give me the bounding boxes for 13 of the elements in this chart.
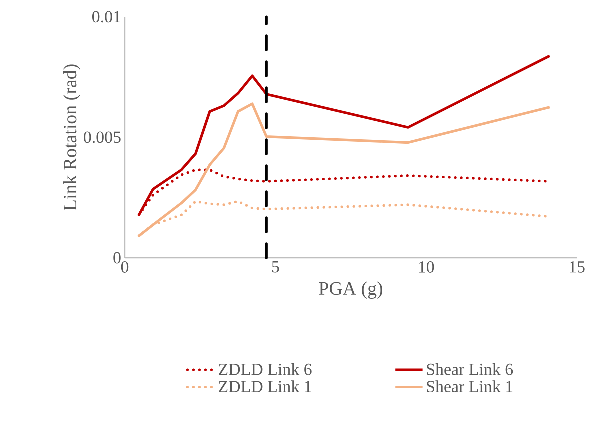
legend-label: ZDLD Link 6 bbox=[219, 363, 312, 376]
legend-label: Shear Link 1 bbox=[427, 380, 513, 393]
y-tick-label: 0.01 bbox=[92, 11, 120, 23]
x-tick-label: 15 bbox=[570, 262, 585, 273]
legend-label: ZDLD Link 1 bbox=[219, 380, 312, 392]
x-tick-label: 10 bbox=[419, 262, 434, 273]
y-tick-label: 0 bbox=[114, 252, 121, 264]
x-tick-label: 5 bbox=[272, 262, 280, 273]
x-tick-label: 0 bbox=[121, 262, 129, 273]
y-tick-label: 0.005 bbox=[84, 132, 121, 144]
y-axis-title: Link Rotation (rad) bbox=[63, 64, 81, 211]
legend-label: Shear Link 6 bbox=[427, 363, 514, 376]
x-axis-title: PGA (g) bbox=[319, 282, 382, 299]
